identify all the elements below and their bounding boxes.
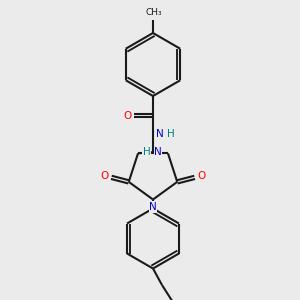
Text: H: H (167, 129, 175, 139)
Text: O: O (124, 110, 132, 121)
Text: O: O (100, 171, 109, 181)
Text: CH₃: CH₃ (146, 8, 162, 17)
Text: H: H (142, 147, 150, 157)
Text: O: O (197, 171, 206, 181)
Text: N: N (156, 129, 164, 139)
Text: N: N (149, 202, 157, 212)
Text: N: N (154, 147, 162, 157)
